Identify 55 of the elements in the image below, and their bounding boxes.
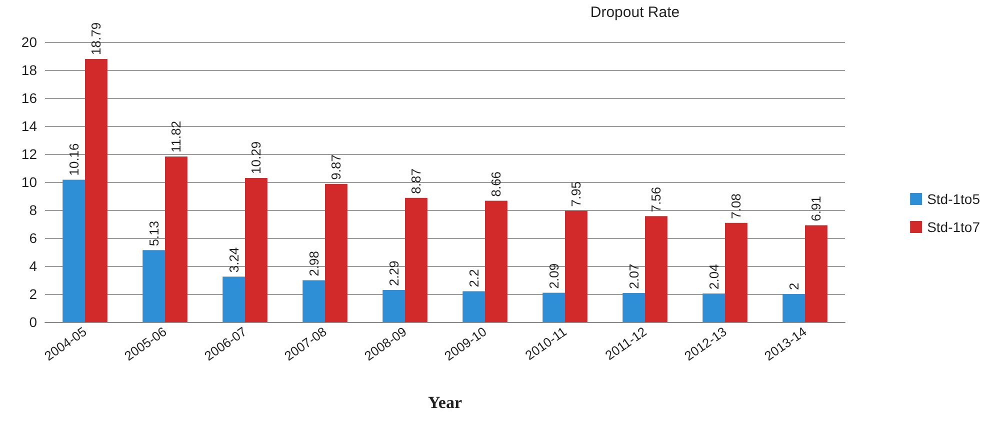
data-label: 2 [786,282,802,290]
legend-label: Std-1to5 [927,191,980,207]
y-tick-label: 6 [29,230,38,246]
data-label: 7.08 [728,194,744,219]
data-label: 2.04 [706,264,722,290]
y-tick-label: 14 [21,118,38,134]
data-label: 9.87 [328,154,344,180]
bar [85,58,108,322]
bar [565,210,588,322]
y-tick-label: 4 [29,258,38,274]
y-tick-label: 20 [21,34,38,50]
data-label: 8.66 [488,171,504,197]
y-tick-label: 18 [21,62,38,78]
y-tick-label: 16 [21,90,38,106]
bar [702,293,725,322]
data-label: 10.16 [66,143,82,176]
y-tick-label: 2 [29,286,38,302]
bar [725,222,748,322]
y-tick-label: 0 [29,314,38,330]
y-tick-label: 12 [21,146,38,162]
data-label: 2.2 [466,269,482,288]
y-tick-label: 8 [29,202,38,218]
data-label: 2.29 [386,260,402,286]
bar [622,293,645,322]
data-label: 2.07 [626,264,642,290]
data-label: 2.09 [546,263,562,289]
data-label: 7.95 [568,181,584,207]
data-label: 18.79 [88,22,104,55]
data-label: 5.13 [146,220,162,246]
bar [142,250,165,322]
bar [245,178,268,322]
bar [165,156,188,322]
bar [222,276,245,322]
data-label: 7.56 [648,186,664,212]
bar [382,290,405,322]
y-tick-label: 10 [21,174,38,190]
bar [782,294,805,322]
data-label: 3.24 [226,247,242,273]
bar [302,280,325,322]
x-axis-title: Year [428,393,462,412]
bar [542,292,565,322]
bar [62,180,85,322]
bar [325,184,348,322]
data-label: 6.91 [808,196,824,222]
legend-label: Std-1to7 [927,219,980,235]
bar [805,225,828,322]
data-label: 8.87 [408,168,424,194]
bar [485,200,508,322]
bar [462,291,485,322]
bar [405,198,428,322]
bar [645,216,668,322]
data-label: 10.29 [248,141,264,174]
data-label: 11.82 [168,120,184,153]
data-label: 2.98 [306,250,322,276]
chart-title: Dropout Rate [590,4,680,21]
